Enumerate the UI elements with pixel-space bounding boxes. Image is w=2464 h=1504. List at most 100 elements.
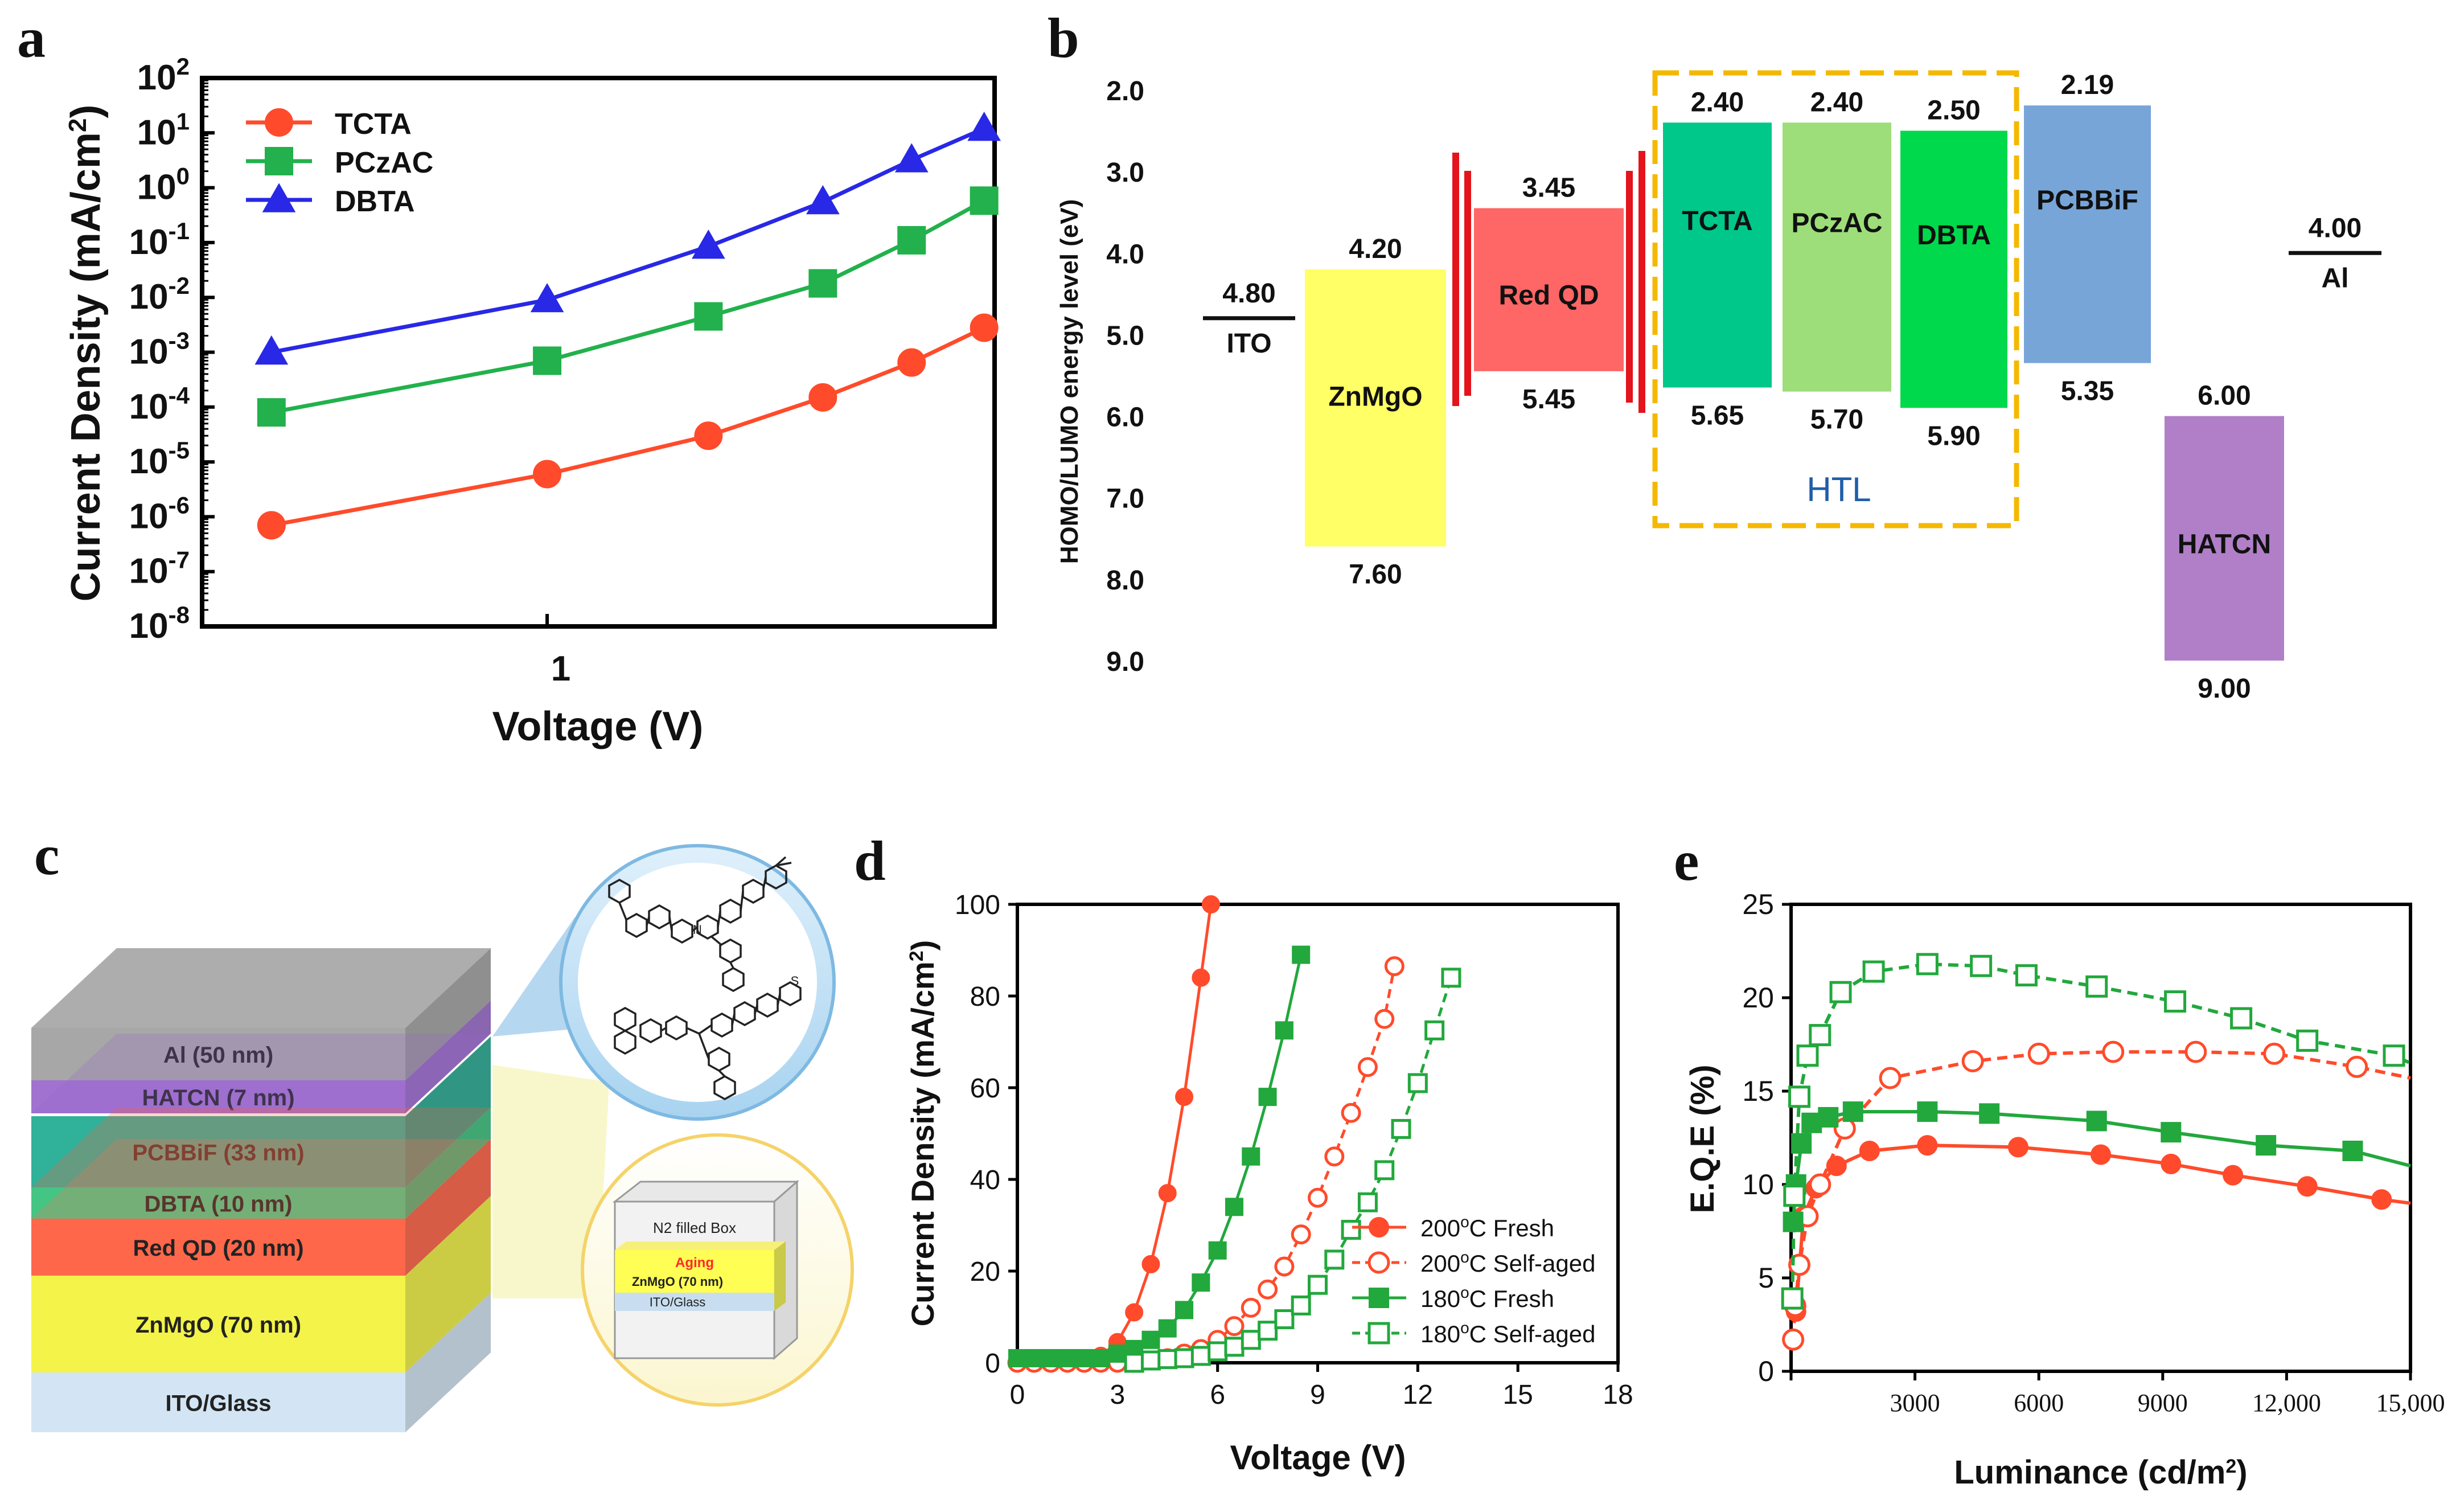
- data-point-200oC Fresh: [1125, 1303, 1144, 1322]
- legend-marker-200oC Fresh: [1369, 1217, 1389, 1237]
- homo-value-Red QD: 5.45: [1522, 384, 1575, 415]
- data-point-180oC Self-aged: [1862, 960, 1885, 983]
- x-tick-label: 3000: [1890, 1389, 1940, 1417]
- data-point-200oC Fresh: [1158, 1184, 1177, 1203]
- panel-a-plot-frame: [200, 76, 997, 629]
- y-tick-label: 0: [985, 1349, 1000, 1379]
- layer-side-1: [405, 1001, 491, 1113]
- layer-overlap-0: [31, 1034, 491, 1113]
- series-line-PCzAC: [271, 199, 985, 415]
- data-point-200oC Fresh: [1917, 1135, 1938, 1156]
- layer-front-0: [31, 1028, 405, 1080]
- data-point-PCzAC: [970, 186, 999, 215]
- data-point-180oC Fresh: [1141, 1330, 1160, 1349]
- data-point-180oC Self-aged: [2015, 964, 2038, 987]
- x-tick-label: 3: [1110, 1380, 1125, 1410]
- homo-value-DBTA: 5.90: [1927, 421, 1980, 451]
- y-tick-label: 0: [1758, 1355, 1774, 1387]
- data-point-180oC Self-aged: [1781, 1287, 1804, 1310]
- data-point-TCTA: [257, 511, 286, 540]
- lumo-value-HATCN: 6.00: [2198, 381, 2251, 411]
- data-point-200oC Self-aged: [2346, 1055, 2368, 1078]
- data-point-TCTA: [897, 348, 926, 377]
- data-point-180oC Self-aged: [1190, 1346, 1211, 1366]
- data-point-200oC Fresh: [2007, 1137, 2028, 1158]
- x-tick-label: 0: [1010, 1380, 1025, 1410]
- aging-box-layer-bottom: ITO/Glass: [650, 1295, 706, 1309]
- data-point-180oC Self-aged: [1970, 954, 1993, 977]
- legend-marker-DBTA: [262, 183, 296, 212]
- data-point-200oC Self-aged: [1384, 956, 1405, 977]
- homo-value-PCzAC: 5.70: [1810, 405, 1863, 435]
- y-tick-label: 100: [955, 890, 1000, 920]
- layer-label-6: ITO/Glass: [165, 1391, 271, 1416]
- layer-side-4: [405, 1139, 491, 1276]
- data-point-DBTA: [254, 335, 289, 365]
- data-point-180oC Self-aged: [1308, 1274, 1328, 1295]
- panel-d-ticks: 0 3 6 9 12 15 18 0 20 40 60 80 100: [955, 890, 1633, 1410]
- data-point-DBTA: [692, 230, 725, 259]
- data-point-200oC Self-aged: [1782, 1328, 1805, 1351]
- x-tick-label: 15: [1502, 1380, 1533, 1410]
- data-point-180oC Fresh: [1075, 1349, 1094, 1367]
- data-point-TCTA: [970, 313, 999, 342]
- layer-overlap-1: [31, 1108, 491, 1187]
- x-tick-label: 18: [1603, 1380, 1633, 1410]
- aging-label: Aging: [675, 1255, 714, 1271]
- panel-letter-c: c: [34, 823, 59, 887]
- data-point-200oC Self-aged: [1224, 1316, 1245, 1337]
- data-point-200oC Self-aged: [1274, 1256, 1295, 1277]
- y-tick-label: 10-4: [129, 382, 190, 427]
- data-point-180oC Fresh: [1008, 1349, 1026, 1367]
- data-point-200oC Fresh: [1201, 895, 1220, 913]
- panel-d-legend: 200oC Fresh 200oC Self-aged 180oC Fresh 180…: [1352, 1213, 1595, 1347]
- series-line-DBTA: [271, 126, 985, 354]
- molecule-structure-drawing: [608, 856, 802, 1101]
- panel-a-y-axis-label: Current Density (mA/cm2): [63, 105, 109, 602]
- level-value-Al: 4.00: [2309, 213, 2362, 243]
- lumo-value-TCTA: 2.40: [1691, 87, 1744, 117]
- molecule-s-label: S: [791, 974, 799, 988]
- panel-d-x-axis-label: Voltage (V): [1230, 1439, 1406, 1477]
- data-point-TCTA: [808, 383, 837, 412]
- panel-d-series: [1007, 895, 1461, 1373]
- data-point-180oC Fresh: [1175, 1301, 1194, 1319]
- data-point-200oC Fresh: [1141, 1255, 1160, 1273]
- layer-top-0: [31, 948, 491, 1028]
- band-name-PCBBiF: PCBBiF: [2036, 185, 2138, 215]
- layer-side-6: [405, 1293, 491, 1432]
- x-tick-label: 6000: [2014, 1389, 2064, 1417]
- panel-b-energy-diagram: 2.0 3.0 4.0 5.0 6.0 7.0 8.0 9.0 HOMO/LUMO energ…: [1056, 70, 2381, 704]
- data-point-180oC Fresh: [1292, 945, 1311, 964]
- y-tick-label: 100: [137, 163, 190, 207]
- layer-front-2: [31, 1116, 405, 1187]
- energy-tick-label: 6.0: [1106, 403, 1144, 433]
- panel-b-y-axis: 2.0 3.0 4.0 5.0 6.0 7.0 8.0 9.0: [1106, 76, 1144, 677]
- layer-front-5: [31, 1276, 405, 1372]
- data-point-DBTA: [894, 143, 929, 173]
- data-point-180oC Self-aged: [1441, 968, 1461, 988]
- energy-tick-label: 8.0: [1106, 565, 1144, 596]
- data-point-180oC Fresh: [1108, 1344, 1127, 1363]
- data-point-180oC Fresh: [1791, 1133, 1812, 1154]
- data-point-180oC Self-aged: [1124, 1353, 1144, 1373]
- band-PCBBiF: [2024, 105, 2151, 363]
- homo-value-HATCN: 9.00: [2198, 674, 2251, 704]
- data-point-180oC Fresh: [1091, 1349, 1110, 1367]
- data-point-180oC Self-aged: [2230, 1007, 2253, 1030]
- legend-marker-200oC Self-aged: [1367, 1251, 1390, 1274]
- data-point-180oC Self-aged: [1274, 1309, 1295, 1330]
- molecule-inset-inner: [578, 863, 817, 1102]
- layer-label-3: DBTA (10 nm): [145, 1192, 293, 1217]
- data-point-180oC Fresh: [1208, 1241, 1227, 1260]
- legend-label-TCTA: TCTA: [335, 108, 412, 141]
- homo-value-ZnMgO: 7.60: [1349, 560, 1402, 590]
- data-point-DBTA: [806, 185, 840, 215]
- data-point-200oC Fresh: [1192, 968, 1210, 987]
- band-HATCN: [2165, 416, 2284, 661]
- series-line-200oC Fresh: [1794, 1144, 2411, 1312]
- data-point-180oC Fresh: [1058, 1349, 1077, 1367]
- y-tick-label: 80: [970, 982, 1000, 1012]
- data-point-200oC Fresh: [1175, 1088, 1194, 1107]
